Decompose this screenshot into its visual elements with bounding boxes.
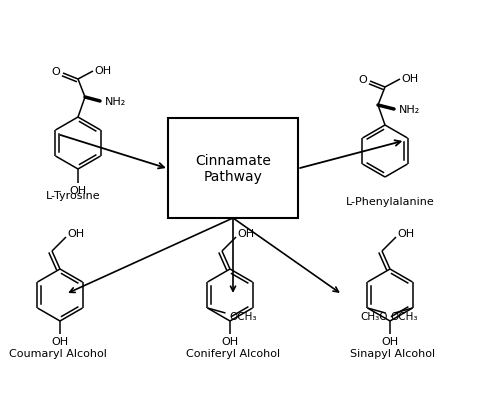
Text: OH: OH (94, 66, 112, 76)
Text: Sinapyl Alcohol: Sinapyl Alcohol (350, 348, 436, 358)
Text: Coniferyl Alcohol: Coniferyl Alcohol (186, 348, 280, 358)
Text: OH: OH (238, 228, 255, 238)
Text: Cinnamate
Pathway: Cinnamate Pathway (195, 154, 271, 184)
Text: L-Phenylalanine: L-Phenylalanine (346, 197, 434, 206)
Text: O: O (359, 75, 367, 85)
Text: Coumaryl Alcohol: Coumaryl Alcohol (9, 348, 107, 358)
Bar (168, 119, 298, 218)
Text: OCH₃: OCH₃ (230, 311, 257, 321)
Text: OH: OH (51, 336, 69, 346)
Text: OH: OH (69, 185, 87, 195)
Text: NH₂: NH₂ (105, 97, 126, 107)
Text: L-Tyrosine: L-Tyrosine (45, 190, 100, 201)
Text: OCH₃: OCH₃ (391, 311, 418, 321)
Text: OH: OH (397, 228, 415, 238)
Text: CH₃O: CH₃O (361, 311, 388, 321)
Text: OH: OH (381, 336, 398, 346)
Text: O: O (52, 67, 60, 77)
Text: OH: OH (222, 336, 239, 346)
Text: OH: OH (67, 228, 85, 238)
Text: NH₂: NH₂ (398, 105, 420, 115)
Text: OH: OH (401, 74, 419, 84)
